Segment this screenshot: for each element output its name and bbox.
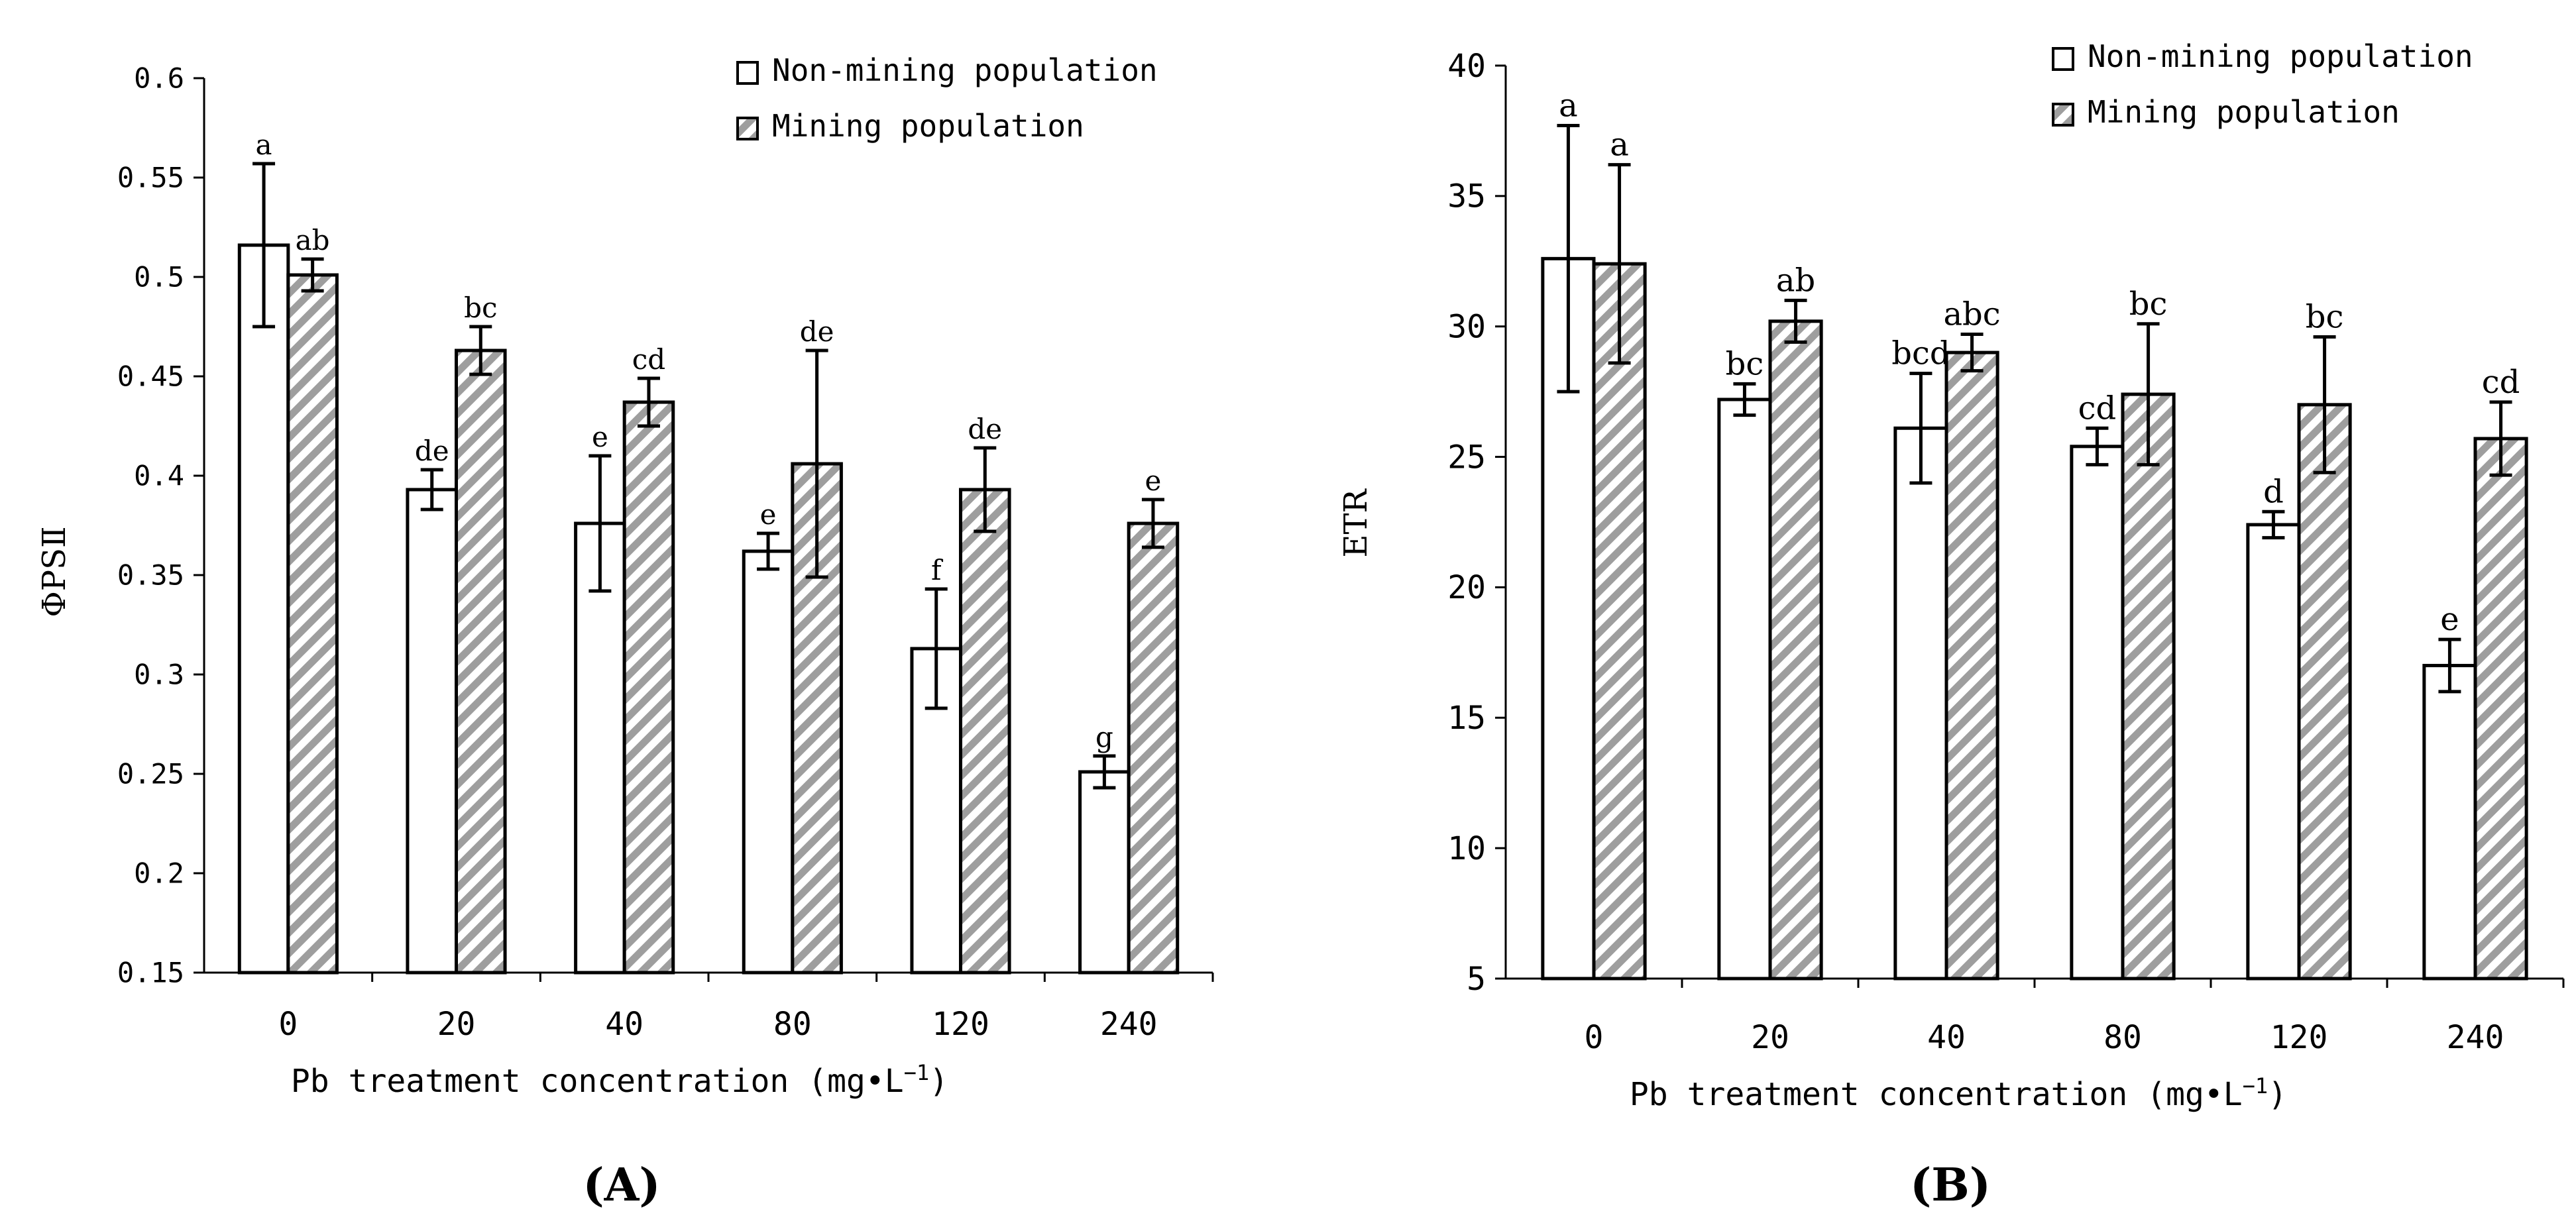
bar-non-mining-population-80 <box>2070 445 2125 981</box>
bar-mining-population-240 <box>2473 437 2528 981</box>
y-tick-label: 25 <box>1447 439 1486 476</box>
legend-swatch-non-mining <box>2052 47 2074 71</box>
y-tick-label: 0.3 <box>134 659 184 691</box>
bar-mining-population-20 <box>455 348 507 975</box>
legend: Non-mining population Mining population <box>736 52 1158 144</box>
y-tick-label: 0.5 <box>134 261 184 294</box>
significance-letter: ab <box>296 224 330 256</box>
y-tick-label: 0.35 <box>117 559 184 592</box>
bar-non-mining-population-80 <box>742 549 795 975</box>
bar-mining-population-0 <box>1592 262 1647 981</box>
legend-swatch-mining <box>736 117 759 140</box>
y-tick-label: 0.55 <box>117 162 184 194</box>
y-tick-label: 0.45 <box>117 360 184 393</box>
significance-letter: bc <box>464 292 497 324</box>
significance-letter: bc <box>2306 298 2344 335</box>
x-tick-label-120: 120 <box>932 1006 989 1043</box>
significance-letter: de <box>968 413 1002 445</box>
legend-label-mining: Mining population <box>2088 94 2400 130</box>
significance-letter: e <box>2440 601 2459 638</box>
bar-non-mining-population-0 <box>237 243 290 975</box>
x-tick-label-20: 20 <box>437 1006 476 1043</box>
significance-letter: de <box>415 435 449 467</box>
significance-letter: bcd <box>1891 335 1950 372</box>
bar-non-mining-population-40 <box>574 521 626 975</box>
significance-letter: e <box>592 421 608 453</box>
x-tick-label-80: 80 <box>773 1006 812 1043</box>
x-tick-label-240: 240 <box>2447 1019 2504 1056</box>
significance-letter: g <box>1095 721 1113 753</box>
significance-letter: a <box>1610 127 1629 164</box>
x-tick-label-0: 0 <box>278 1006 298 1043</box>
bar-non-mining-population-240 <box>2422 664 2477 981</box>
significance-letter: de <box>800 315 834 348</box>
bar-mining-population-0 <box>286 273 339 975</box>
x-axis-title: Pb treatment concentration (mg•L−1) <box>291 1060 948 1100</box>
bar-mining-population-20 <box>1768 319 1823 981</box>
significance-letter: d <box>2263 473 2284 510</box>
bar-non-mining-population-240 <box>1078 770 1131 975</box>
y-tick-label: 0.6 <box>134 62 184 95</box>
y-tick-label: 20 <box>1447 569 1486 606</box>
significance-letter: cd <box>2078 390 2117 427</box>
y-tick-label: 0.4 <box>134 460 184 492</box>
x-tick-label-240: 240 <box>1100 1006 1158 1043</box>
legend-swatch-non-mining <box>736 61 759 85</box>
y-axis-title: ETR <box>1337 488 1374 558</box>
panel-label-a: (A) <box>583 1159 660 1212</box>
x-tick-label-40: 40 <box>1927 1019 1966 1056</box>
x-tick-label-120: 120 <box>2270 1019 2328 1056</box>
x-axis-title: Pb treatment concentration (mg•L−1) <box>1630 1073 2287 1113</box>
significance-letter: e <box>760 498 777 531</box>
y-tick-label: 10 <box>1447 830 1486 867</box>
significance-letter: cd <box>2482 364 2520 401</box>
y-tick-label: 0.25 <box>117 758 184 790</box>
y-tick-label: 5 <box>1467 961 1486 998</box>
legend-label-mining: Mining population <box>772 108 1084 144</box>
y-tick-label: 35 <box>1447 178 1486 215</box>
legend-label-non-mining: Non-mining population <box>2088 38 2473 74</box>
legend-label-non-mining: Non-mining population <box>772 52 1158 88</box>
legend-swatch-mining <box>2052 103 2074 127</box>
bar-non-mining-population-20 <box>406 488 458 975</box>
panel-label-b: (B) <box>1910 1159 1991 1212</box>
significance-letter: ab <box>1776 262 1815 299</box>
y-tick-label: 15 <box>1447 700 1486 737</box>
x-tick-label-80: 80 <box>2103 1019 2142 1056</box>
bar-mining-population-120 <box>959 488 1011 975</box>
y-tick-label: 30 <box>1447 309 1486 346</box>
y-axis-title: ΦPSⅡ <box>36 526 73 617</box>
significance-letter: bc <box>2129 286 2168 323</box>
bar-non-mining-population-120 <box>2246 523 2301 981</box>
significance-letter: bc <box>1726 345 1764 382</box>
significance-letter: cd <box>632 343 665 376</box>
bar-mining-population-40 <box>622 400 675 975</box>
significance-letter: e <box>1145 464 1162 497</box>
x-tick-label-20: 20 <box>1751 1019 1789 1056</box>
bar-non-mining-population-20 <box>1717 398 1772 981</box>
bar-non-mining-population-40 <box>1893 426 1948 981</box>
y-tick-label: 0.2 <box>134 857 184 890</box>
y-tick-label: 0.15 <box>117 957 184 989</box>
bar-mining-population-40 <box>1944 350 1999 981</box>
significance-letter: abc <box>1943 296 2000 333</box>
legend: Non-mining population Mining population <box>2052 38 2473 130</box>
bar-mining-population-80 <box>2121 392 2176 981</box>
x-tick-label-40: 40 <box>605 1006 644 1043</box>
bar-mining-population-240 <box>1127 521 1180 975</box>
chart-panel-a: 0.15 0.2 0.25 0.3 0.35 0.4 0.45 0.5 0.55 0.6 0 20 40… <box>36 52 1214 1212</box>
significance-letter: a <box>256 129 272 161</box>
x-tick-label-0: 0 <box>1585 1019 1604 1056</box>
significance-letter: a <box>1559 87 1578 125</box>
bar-mining-population-120 <box>2297 403 2352 981</box>
significance-letter: f <box>931 554 944 586</box>
y-tick-label: 40 <box>1447 48 1486 85</box>
